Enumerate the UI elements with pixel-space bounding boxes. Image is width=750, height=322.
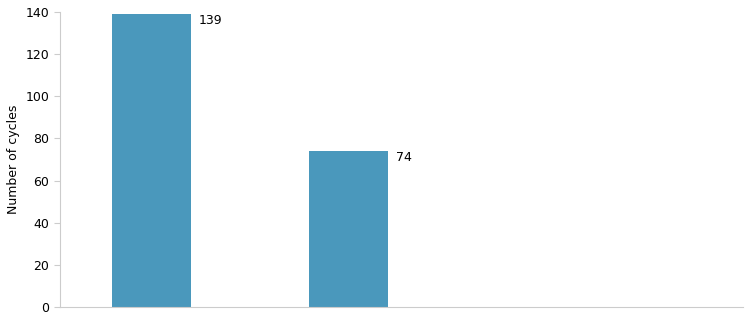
- Bar: [112, 14, 191, 307]
- Text: 139: 139: [199, 14, 223, 27]
- Y-axis label: Number of cycles: Number of cycles: [7, 105, 20, 214]
- Text: 74: 74: [396, 151, 412, 164]
- Bar: [310, 151, 388, 307]
